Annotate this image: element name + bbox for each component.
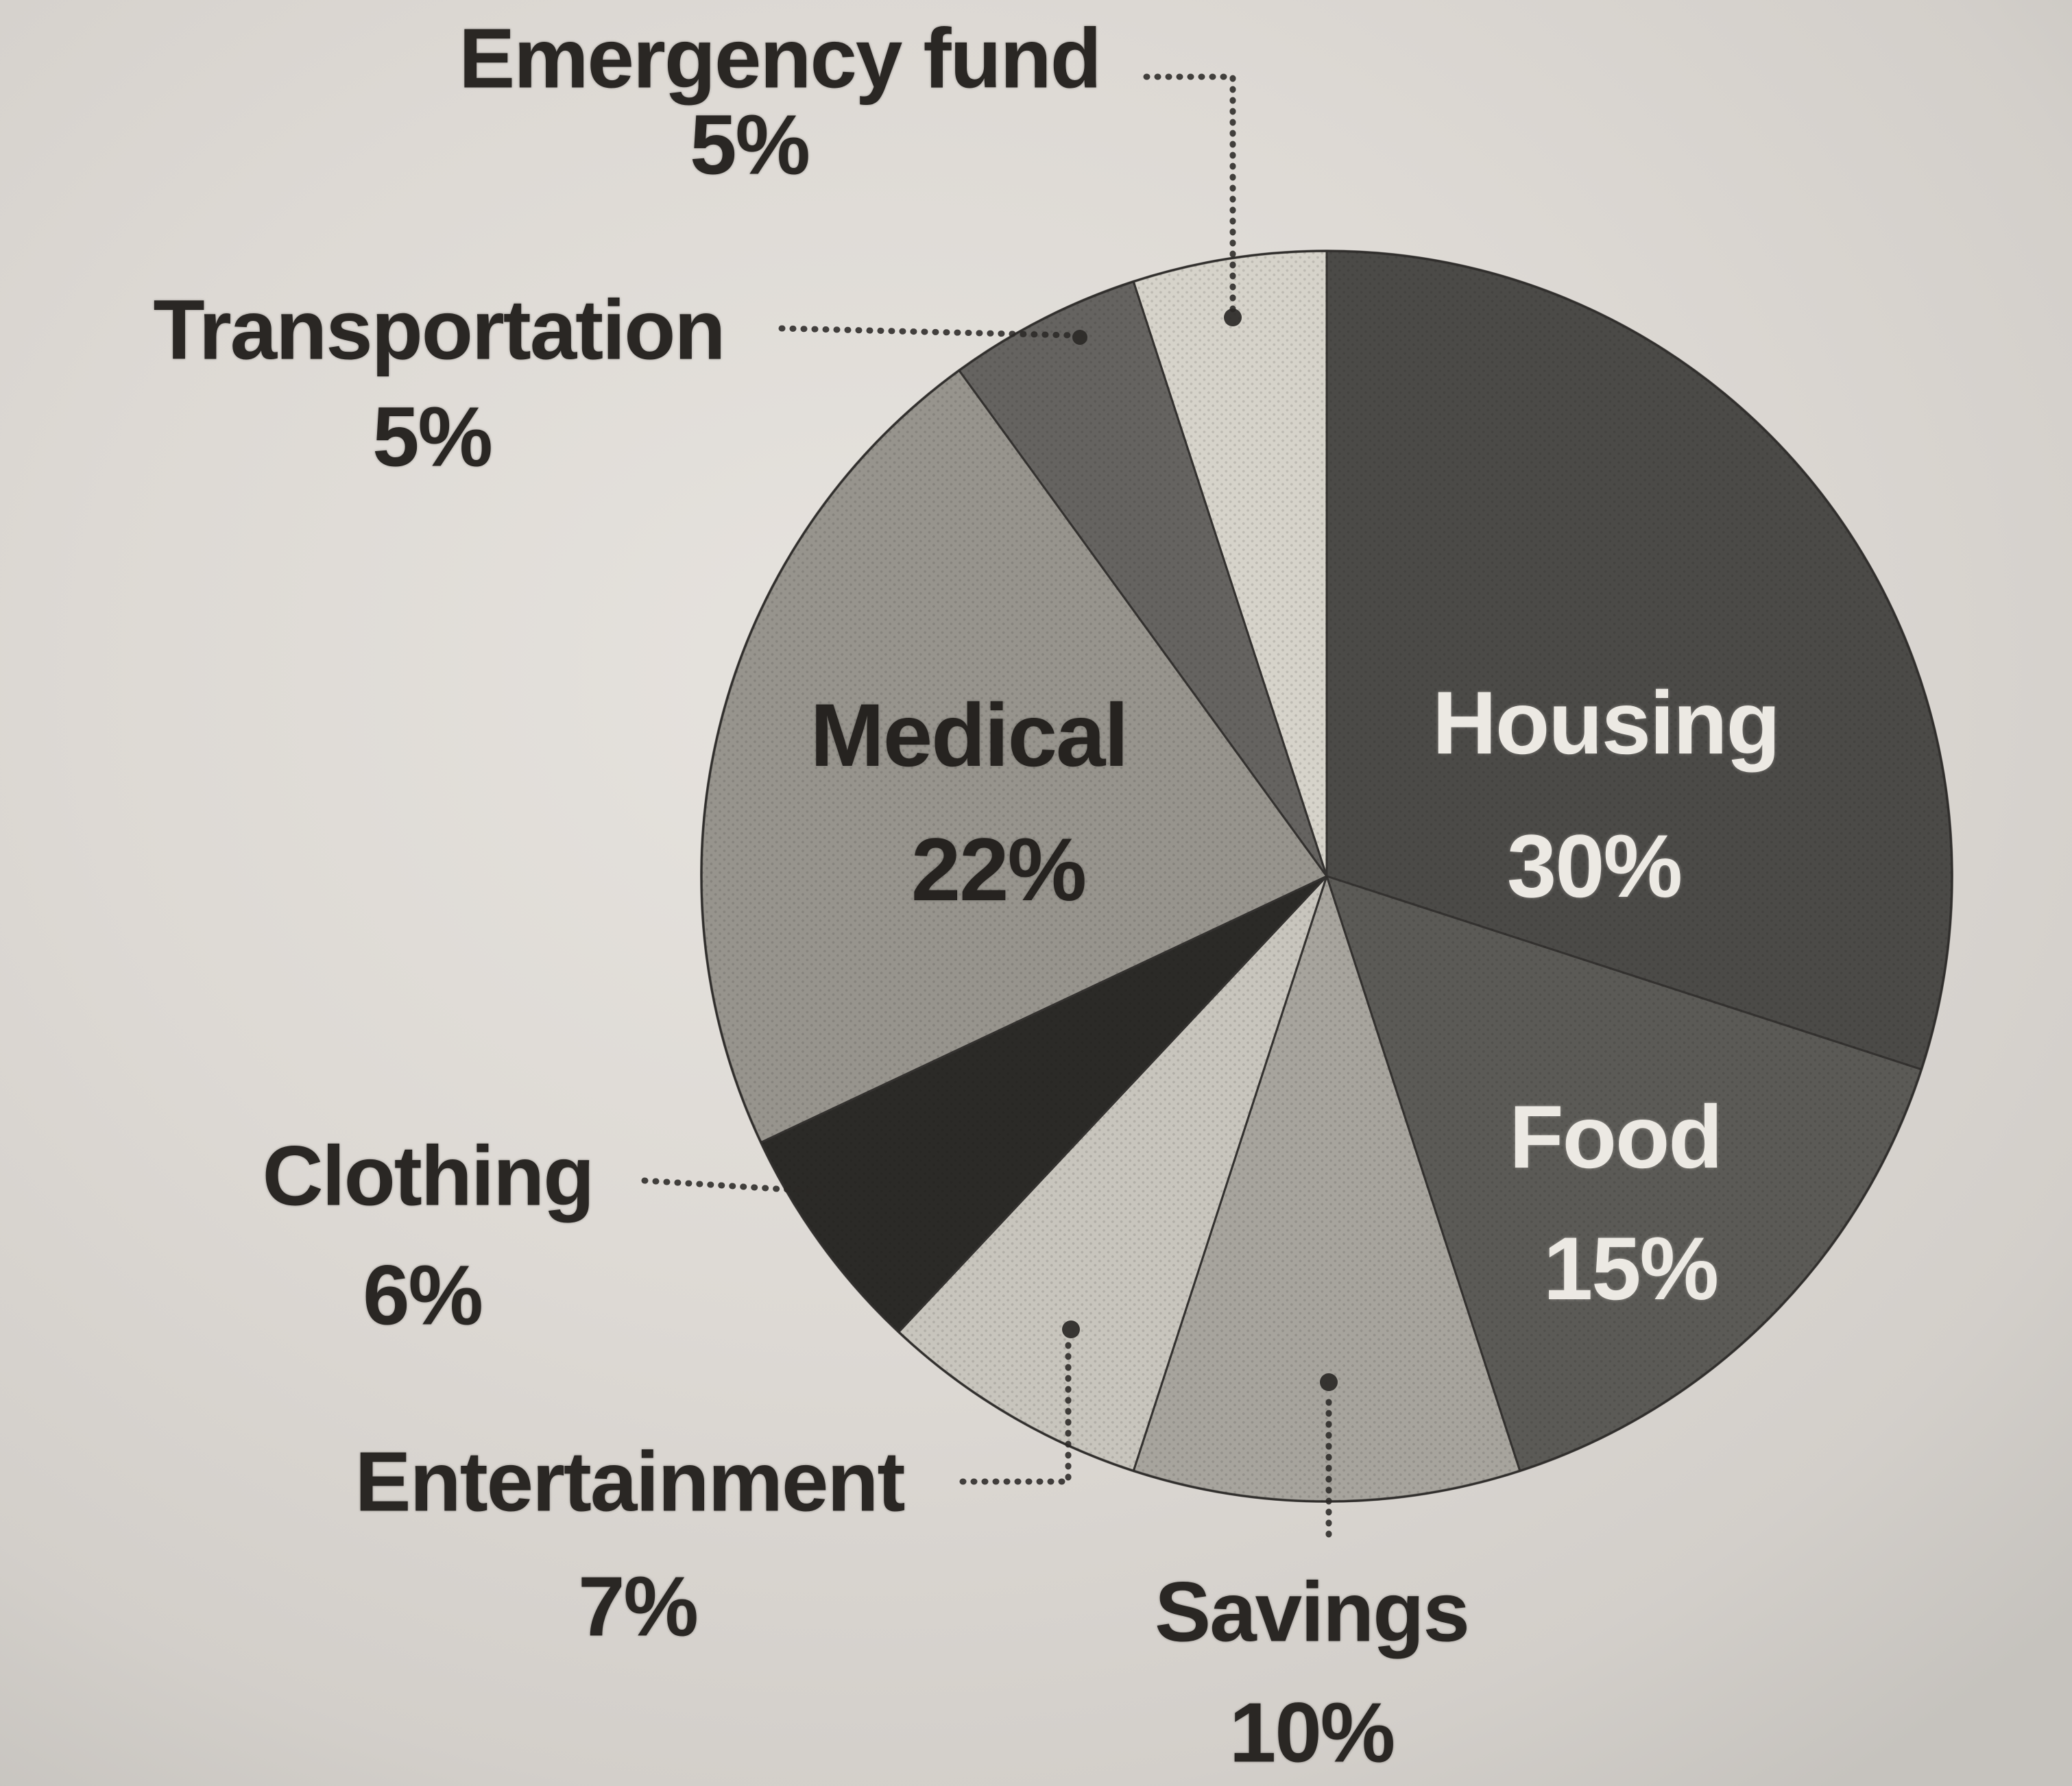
emergency-fund-label: Emergency fund <box>459 12 1102 106</box>
emergency-fund-leader-line <box>1143 73 1236 313</box>
savings-leader-dot <box>1320 1373 1338 1391</box>
entertainment-leader-line <box>959 1336 1072 1485</box>
savings-percent: 10% <box>1229 1686 1395 1781</box>
savings-label: Savings <box>1155 1565 1470 1660</box>
entertainment-percent: 7% <box>578 1560 699 1654</box>
food-label: Food <box>1509 1087 1723 1187</box>
halftone-texture <box>701 251 1952 1501</box>
housing-percent: 30% <box>1506 816 1683 916</box>
transportation-percent: 5% <box>372 390 493 485</box>
emergency-fund-percent: 5% <box>690 98 810 193</box>
entertainment-label: Entertainment <box>354 1435 906 1530</box>
emergency-fund-leader-dot <box>1224 309 1242 326</box>
clothing-percent: 6% <box>363 1248 483 1343</box>
entertainment-leader-dot <box>1062 1320 1080 1338</box>
housing-label: Housing <box>1432 673 1781 773</box>
transportation-leader-line <box>778 325 1073 339</box>
medical-percent: 22% <box>911 819 1087 919</box>
clothing-leader-line <box>641 1177 825 1195</box>
medical-label: Medical <box>810 685 1129 785</box>
transportation-leader-dot <box>1072 330 1087 345</box>
food-percent: 15% <box>1543 1218 1719 1318</box>
clothing-label: Clothing <box>262 1129 595 1224</box>
transportation-label: Transportation <box>153 283 725 378</box>
leader-lines <box>641 73 1338 1538</box>
